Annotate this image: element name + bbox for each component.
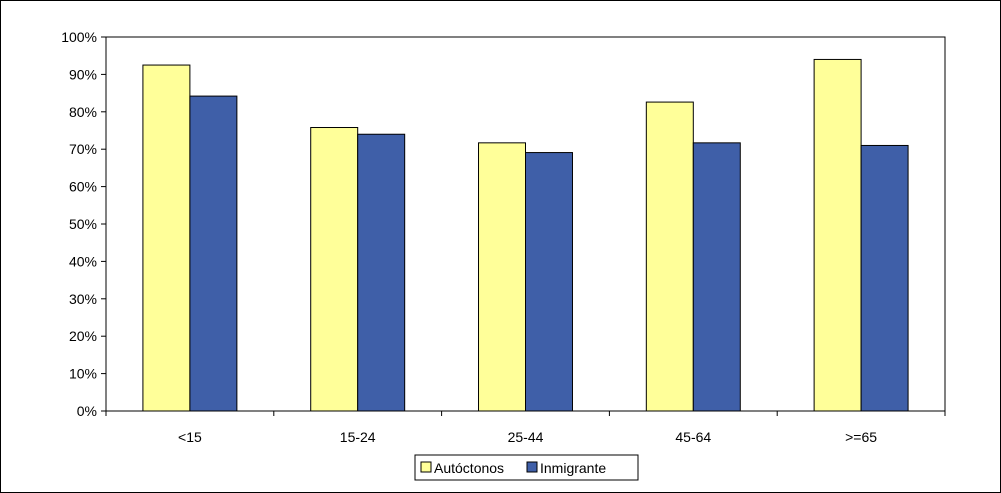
bar <box>692 142 741 412</box>
y-tick-label: 30% <box>69 291 97 307</box>
x-category-label: 15-24 <box>340 429 376 445</box>
y-tick-label: 40% <box>69 253 97 269</box>
y-tick-label: 20% <box>69 328 97 344</box>
bar <box>525 152 573 412</box>
y-axis: 0% 10% 20% 30% 40% 50% 60% 70% 80% 90% 100% <box>61 29 106 419</box>
x-category-label: >=65 <box>845 429 877 445</box>
legend-label: Autóctonos <box>434 460 504 476</box>
y-tick-label: 90% <box>69 66 97 82</box>
bar <box>310 127 359 412</box>
x-category-label: 45-64 <box>675 429 711 445</box>
y-tick-label: 50% <box>69 216 97 232</box>
legend-label: Inmigrante <box>540 460 606 476</box>
y-tick-label: 10% <box>69 366 97 382</box>
bar <box>357 133 406 412</box>
y-tick-label: 0% <box>77 403 97 419</box>
bar <box>478 142 526 412</box>
legend: Autóctonos Inmigrante <box>414 454 639 481</box>
y-tick-label: 70% <box>69 141 97 157</box>
legend-swatch <box>420 461 432 473</box>
y-tick-label: 80% <box>69 104 97 120</box>
legend-swatch <box>526 461 538 473</box>
bar <box>142 64 191 412</box>
x-category-label: <15 <box>178 429 202 445</box>
bar <box>189 95 238 412</box>
plot-area-border <box>105 36 946 412</box>
bar <box>813 58 862 412</box>
bar <box>860 144 909 412</box>
x-category-label: 25-44 <box>508 429 544 445</box>
bars <box>142 58 909 412</box>
x-axis: <15 15-24 25-44 45-64 >=65 <box>105 411 946 445</box>
y-tick-label: 100% <box>61 29 97 45</box>
y-tick-label: 60% <box>69 179 97 195</box>
bar <box>645 101 694 412</box>
